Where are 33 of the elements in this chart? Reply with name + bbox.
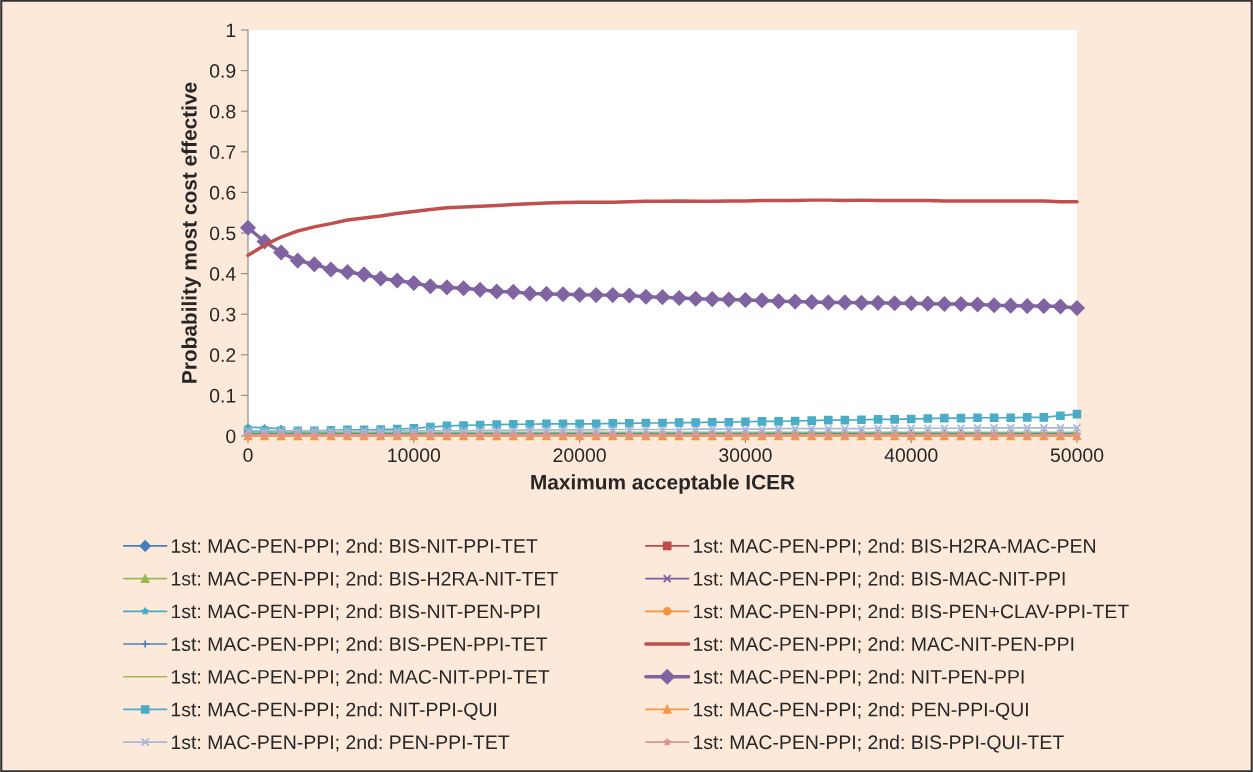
x-tick-label: 30000 [719,448,772,463]
legend-label: 1st: MAC-PEN-PPI; 2nd: BIS-PEN-PPI-TET [171,636,548,654]
x-tick-label: 20000 [553,448,606,463]
y-tick-label: 0.4 [209,267,236,281]
y-tick-label: 1 [226,23,236,38]
legend-label: 1st: MAC-PEN-PPI; 2nd: BIS-H2RA-MAC-PEN [693,538,1095,556]
legend-label: 1st: MAC-PEN-PPI; 2nd: MAC-NIT-PPI-TET [171,669,550,687]
legend-label: 1st: MAC-PEN-PPI; 2nd: PEN-PPI-QUI [693,702,1028,720]
legend-label: 1st: MAC-PEN-PPI; 2nd: BIS-NIT-PPI-TET [171,538,538,556]
legend-label: 1st: MAC-PEN-PPI; 2nd: NIT-PPI-QUI [171,702,497,720]
legend-label: 1st: MAC-PEN-PPI; 2nd: NIT-PEN-PPI [693,669,1024,687]
y-tick-label: 0.1 [209,388,236,403]
x-tick-label: 40000 [884,448,938,463]
y-tick-label: 0.3 [209,307,236,322]
y-tick-label: 0.7 [209,145,236,160]
y-tick-label: 0.2 [209,348,236,363]
x-tick-label: 50000 [1050,448,1104,463]
y-axis-title: Probability most cost effective [181,82,201,383]
y-tick-label: 0.9 [209,64,236,78]
y-tick-label: 0.6 [209,185,236,200]
x-tick-label: 10000 [388,448,441,463]
legend-label: 1st: MAC-PEN-PPI; 2nd: BIS-MAC-NIT-PPI [693,571,1065,588]
legend-label: 1st: MAC-PEN-PPI; 2nd: MAC-NIT-PEN-PPI [693,636,1074,654]
y-tick-label: 0 [226,429,236,444]
legend-label: 1st: MAC-PEN-PPI; 2nd: BIS-PEN+CLAV-PPI-TET [693,604,1129,621]
legend-label: 1st: MAC-PEN-PPI; 2nd: BIS-H2RA-NIT-TET [171,571,558,588]
x-axis-title: Maximum acceptable ICER [531,474,795,494]
x-tick-label: 0 [243,448,253,463]
legend-label: 1st: MAC-PEN-PPI; 2nd: PEN-PPI-TET [171,734,510,752]
y-tick-label: 0.8 [209,104,236,119]
legend-label: 1st: MAC-PEN-PPI; 2nd: BIS-PPI-QUI-TET [693,734,1064,753]
y-tick-label: 0.5 [209,226,236,241]
legend-label: 1st: MAC-PEN-PPI; 2nd: BIS-NIT-PEN-PPI [171,604,540,621]
